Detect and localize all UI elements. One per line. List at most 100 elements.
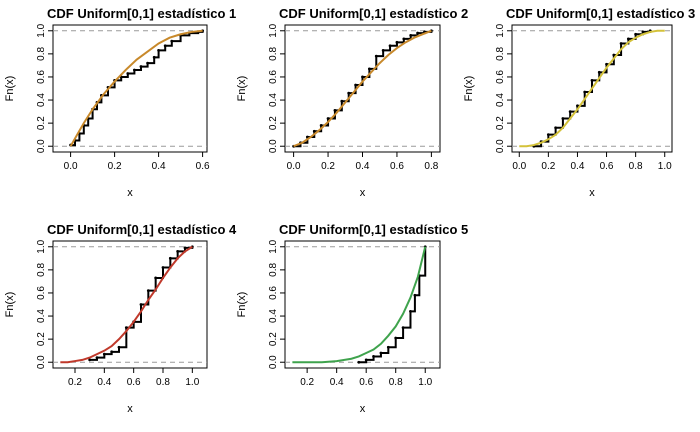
theoretical-cdf-line: [519, 29, 665, 148]
ecdf-point: [146, 289, 150, 293]
chart-title: CDF Uniform[0,1] estadístico 3: [506, 6, 695, 21]
ecdf-point: [152, 55, 156, 59]
ecdf-point: [319, 124, 323, 127]
x-tick-label: 0.8: [389, 377, 403, 388]
ecdf-point: [401, 326, 405, 329]
x-tick-label: 0.4: [97, 377, 111, 388]
ecdf-point: [340, 99, 344, 103]
ecdf-series-line: [293, 30, 433, 148]
y-tick-label: 0.8: [36, 262, 47, 276]
ecdf-point: [364, 358, 368, 362]
y-tick-label: 0.6: [36, 286, 47, 300]
y-tick-label: 0.8: [268, 262, 279, 276]
y-tick-label: 0.4: [268, 93, 279, 107]
ecdf-point: [161, 266, 165, 269]
ecdf-point: [354, 83, 358, 87]
y-tick-label: 0.6: [268, 70, 279, 84]
x-tick-label: 0.6: [390, 161, 404, 172]
x-axis-label: x: [589, 187, 595, 199]
ecdf-point: [183, 246, 187, 250]
x-tick-label: 0.8: [424, 161, 438, 172]
y-tick-label: 1.0: [268, 23, 279, 37]
y-tick-label: 0.8: [268, 46, 279, 60]
x-tick-label: 0.4: [571, 161, 585, 172]
ecdf-point: [590, 79, 594, 82]
ecdf-point: [386, 345, 390, 349]
ecdf-point: [372, 355, 375, 358]
plot-frame: [284, 24, 441, 153]
ecdf-point: [605, 62, 608, 66]
plot-frame: [284, 240, 441, 369]
ecdf-series-line: [70, 30, 204, 147]
chart-panel-3: CDF Uniform[0,1] estadístico 3 0.0 0.2 0.4 0…: [463, 6, 695, 199]
x-tick-label: 0.8: [629, 161, 643, 172]
x-tick-label: 0.0: [64, 161, 78, 172]
y-tick-label: 1.0: [36, 23, 47, 37]
y-tick-label: 0.4: [268, 309, 279, 323]
ecdf-point: [388, 44, 392, 48]
ecdf-point: [612, 53, 616, 57]
x-tick-label: 0.6: [359, 377, 373, 388]
x-tick-label: 0.2: [541, 161, 555, 172]
x-tick-label: 0.4: [330, 377, 344, 388]
ecdf-point: [626, 37, 630, 41]
y-axis-label: Fn(x): [4, 76, 16, 102]
ecdf-point: [154, 276, 158, 280]
theoretical-cdf-line: [292, 246, 427, 364]
y-tick-label: 0.2: [36, 332, 47, 346]
chart-title: CDF Uniform[0,1] estadístico 4: [47, 222, 237, 237]
y-tick-label: 0.4: [36, 93, 47, 107]
theoretical-cdf-line: [69, 29, 203, 147]
x-tick-label: 1.0: [185, 377, 199, 388]
x-tick-label: 0.6: [127, 377, 141, 388]
x-tick-label: 0.2: [108, 161, 122, 172]
ecdf-point: [102, 352, 106, 356]
ecdf-point: [126, 72, 130, 75]
y-tick-label: 0.8: [495, 46, 506, 60]
ecdf-point: [402, 37, 406, 41]
ecdf-point: [157, 49, 161, 52]
y-tick-label: 0.0: [36, 355, 47, 369]
chart-panel-4: CDF Uniform[0,1] estadístico 4 0.2 0.4 0.6 0…: [4, 222, 237, 415]
ecdf-point: [583, 90, 587, 94]
ecdf-point: [568, 110, 572, 113]
y-tick-label: 1.0: [495, 23, 506, 37]
chart-title: CDF Uniform[0,1] estadístico 1: [47, 6, 236, 21]
ecdf-point: [413, 293, 417, 297]
ecdf-point: [554, 126, 558, 130]
ecdf-point: [168, 256, 172, 260]
y-tick-label: 1.0: [268, 239, 279, 253]
y-tick-label: 0.2: [268, 332, 279, 346]
ecdf-point: [361, 75, 364, 79]
ecdf-point: [170, 39, 174, 43]
ecdf-point: [117, 345, 121, 349]
x-tick-label: 0.0: [512, 161, 526, 172]
ecdf-point: [176, 249, 180, 253]
ecdf-point: [381, 49, 385, 52]
ecdf-point: [374, 54, 378, 58]
x-axis-label: x: [127, 403, 133, 415]
x-tick-label: 0.6: [196, 161, 210, 172]
ecdf-point: [163, 44, 167, 48]
ecdf-point: [634, 32, 638, 36]
ecdf-point: [641, 30, 645, 34]
chart-panel-1: CDF Uniform[0,1] estadístico 1 0.0 0.2 0.4 0…: [4, 6, 236, 199]
y-tick-label: 0.6: [268, 286, 279, 300]
y-tick-label: 0.8: [36, 46, 47, 60]
x-tick-label: 1.0: [658, 161, 672, 172]
y-tick-label: 0.0: [268, 355, 279, 369]
x-tick-label: 0.4: [356, 161, 370, 172]
chart-title: CDF Uniform[0,1] estadístico 5: [279, 222, 468, 237]
chart-panel-2: CDF Uniform[0,1] estadístico 2 0.0 0.2 0.4 0…: [236, 6, 468, 199]
ecdf-point: [576, 104, 579, 108]
y-axis-label: Fn(x): [236, 292, 248, 318]
plot-frame: [52, 240, 208, 369]
x-axis-label: x: [360, 187, 366, 199]
y-tick-label: 0.0: [36, 139, 47, 153]
y-tick-label: 1.0: [36, 239, 47, 253]
ecdf-point: [326, 117, 330, 120]
ecdf-point: [95, 356, 99, 360]
x-tick-label: 0.2: [300, 377, 314, 388]
ecdf-point: [416, 31, 420, 35]
